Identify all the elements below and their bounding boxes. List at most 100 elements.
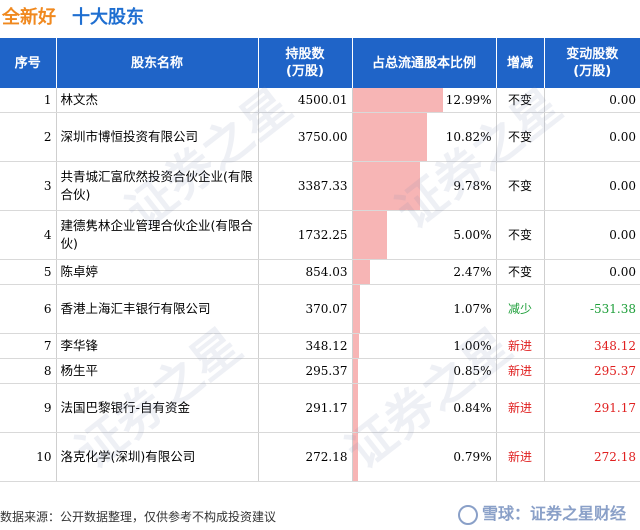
table-row: 5 陈卓婷 854.03 2.47% 不变 0.00: [0, 259, 640, 285]
ratio-value: 10.82%: [445, 130, 492, 144]
table-row: 3 共青城汇富欣然投资合伙企业(有限合伙) 3387.33 9.78% 不变 0.00: [0, 161, 640, 211]
share-delta: 0.00: [544, 88, 640, 113]
shareholder-name: 法国巴黎银行-自有资金: [56, 383, 259, 433]
brand-text: 雪球：证券之星财经: [481, 504, 626, 523]
share-delta: 0.00: [544, 112, 640, 162]
shareholder-name: 建德隽林企业管理合伙企业(有限合伙): [56, 210, 259, 260]
col-header-index: 序号: [0, 38, 57, 88]
change-status: 新进: [496, 383, 545, 433]
table-row: 10 洛克化学(深圳)有限公司 272.18 0.79% 新进 272.18: [0, 432, 640, 482]
change-status: 不变: [496, 88, 545, 113]
ratio-cell: 0.84%: [352, 383, 497, 433]
shareholder-name: 深圳市博恒投资有限公司: [56, 112, 259, 162]
shareholder-name: 李华锋: [56, 333, 259, 359]
ratio-value: 1.00%: [453, 339, 492, 353]
shares-held: 348.12: [258, 333, 353, 359]
share-delta: 0.00: [544, 161, 640, 211]
share-delta: 0.00: [544, 259, 640, 285]
ratio-cell: 0.85%: [352, 358, 497, 384]
report-header: 全新好 十大股东: [0, 0, 640, 30]
shares-held: 295.37: [258, 358, 353, 384]
col-header-ratio: 占总流通股本比例: [352, 38, 497, 88]
change-status: 新进: [496, 333, 545, 359]
table-row: 8 杨生平 295.37 0.85% 新进 295.37: [0, 358, 640, 384]
shares-held: 291.17: [258, 383, 353, 433]
shareholder-name: 共青城汇富欣然投资合伙企业(有限合伙): [56, 161, 259, 211]
col-header-change: 增减: [496, 38, 545, 88]
change-status: 不变: [496, 112, 545, 162]
row-index: 8: [0, 358, 57, 384]
section-title: 十大股东: [72, 7, 144, 28]
shareholder-name: 陈卓婷: [56, 259, 259, 285]
shareholder-name: 杨生平: [56, 358, 259, 384]
row-index: 5: [0, 259, 57, 285]
row-index: 4: [0, 210, 57, 260]
shareholder-name: 林文杰: [56, 88, 259, 113]
share-delta: -531.38: [544, 284, 640, 334]
change-status: 减少: [496, 284, 545, 334]
ratio-value: 5.00%: [453, 228, 492, 242]
shareholder-name: 洛克化学(深圳)有限公司: [56, 432, 259, 482]
ratio-cell: 0.79%: [352, 432, 497, 482]
col-header-name: 股东名称: [56, 38, 259, 88]
ratio-bar: [352, 113, 428, 161]
ratio-bar: [352, 384, 359, 432]
row-index: 2: [0, 112, 57, 162]
change-status: 不变: [496, 161, 545, 211]
shareholders-table: 序号 股东名称 持股数 (万股) 占总流通股本比例 增减 变动股数 (万股) 1…: [0, 38, 640, 482]
data-source-note: 数据来源：公开数据整理，仅供参考不构成投资建议: [0, 510, 277, 524]
change-status: 不变: [496, 210, 545, 260]
brand-logo: 雪球：证券之星财经: [457, 500, 626, 525]
shares-held: 370.07: [258, 284, 353, 334]
table-row: 9 法国巴黎银行-自有资金 291.17 0.84% 新进 291.17: [0, 383, 640, 433]
share-delta: 348.12: [544, 333, 640, 359]
shares-held: 1732.25: [258, 210, 353, 260]
share-delta: 291.17: [544, 383, 640, 433]
ratio-value: 0.84%: [453, 401, 492, 415]
ratio-value: 12.99%: [445, 93, 492, 107]
shares-held: 4500.01: [258, 88, 353, 113]
change-status: 不变: [496, 259, 545, 285]
row-index: 9: [0, 383, 57, 433]
table-row: 1 林文杰 4500.01 12.99% 不变 0.00: [0, 88, 640, 113]
change-status: 新进: [496, 358, 545, 384]
ratio-cell: 1.07%: [352, 284, 497, 334]
ratio-value: 0.85%: [453, 364, 492, 378]
ratio-value: 9.78%: [453, 179, 492, 193]
share-delta: 0.00: [544, 210, 640, 260]
table-header-row: 序号 股东名称 持股数 (万股) 占总流通股本比例 增减 变动股数 (万股): [0, 38, 640, 88]
table-row: 6 香港上海汇丰银行有限公司 370.07 1.07% 减少 -531.38: [0, 284, 640, 334]
shares-held: 272.18: [258, 432, 353, 482]
ratio-bar: [352, 359, 359, 383]
table-row: 7 李华锋 348.12 1.00% 新进 348.12: [0, 333, 640, 359]
row-index: 7: [0, 333, 57, 359]
col-header-shares: 持股数 (万股): [258, 38, 353, 88]
snowball-icon: [457, 504, 478, 525]
change-status: 新进: [496, 432, 545, 482]
ratio-bar: [352, 211, 388, 259]
shareholder-name: 香港上海汇丰银行有限公司: [56, 284, 259, 334]
shares-held: 854.03: [258, 259, 353, 285]
company-name: 全新好: [2, 7, 56, 28]
row-index: 1: [0, 88, 57, 113]
ratio-cell: 9.78%: [352, 161, 497, 211]
ratio-bar: [352, 285, 360, 333]
row-index: 6: [0, 284, 57, 334]
row-index: 3: [0, 161, 57, 211]
shares-held: 3387.33: [258, 161, 353, 211]
ratio-cell: 2.47%: [352, 259, 497, 285]
table-row: 4 建德隽林企业管理合伙企业(有限合伙) 1732.25 5.00% 不变 0.00: [0, 210, 640, 260]
shares-held: 3750.00: [258, 112, 353, 162]
col-header-delta: 变动股数 (万股): [544, 38, 640, 88]
ratio-value: 2.47%: [453, 265, 492, 279]
ratio-cell: 5.00%: [352, 210, 497, 260]
table-row: 2 深圳市博恒投资有限公司 3750.00 10.82% 不变 0.00: [0, 112, 640, 162]
row-index: 10: [0, 432, 57, 482]
ratio-cell: 10.82%: [352, 112, 497, 162]
ratio-cell: 1.00%: [352, 333, 497, 359]
ratio-value: 1.07%: [453, 302, 492, 316]
ratio-bar: [352, 433, 358, 481]
share-delta: 295.37: [544, 358, 640, 384]
ratio-bar: [352, 88, 443, 112]
ratio-cell: 12.99%: [352, 88, 497, 113]
